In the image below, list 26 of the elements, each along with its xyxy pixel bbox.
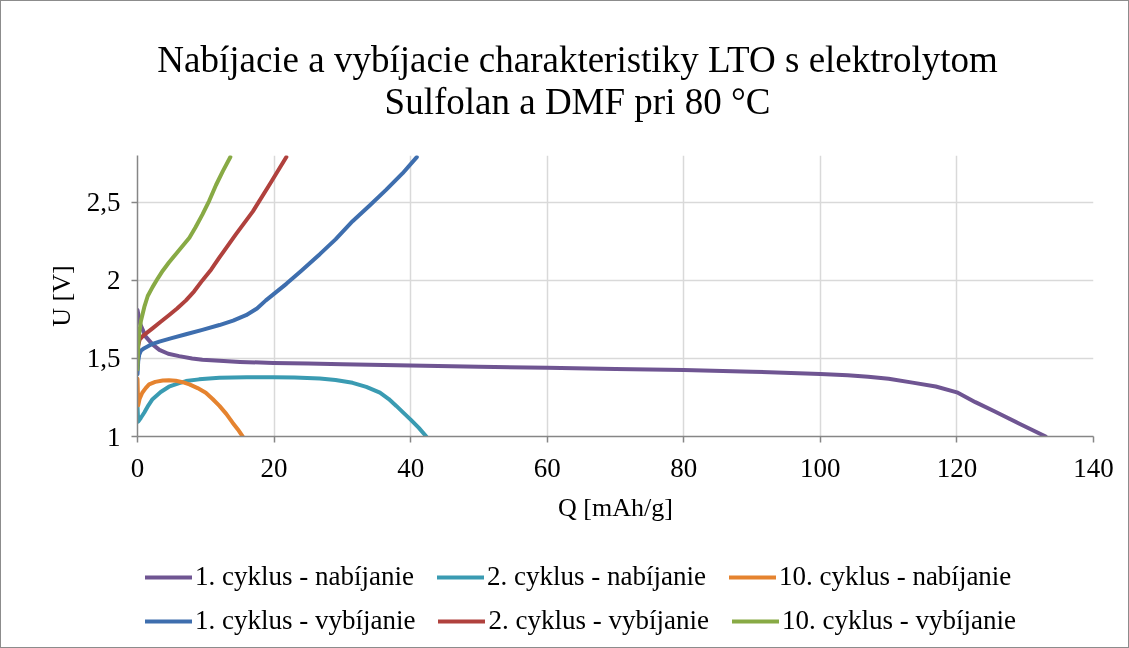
y-tick-label: 1 [107,421,121,452]
chart-title: Nabíjacie a vybíjacie charakteristiky LTO s elektrolytom Sulfolan a DMF pri 80 °C [157,38,998,122]
legend-label: 1. cyklus - nabíjanie [195,561,414,592]
line-series [137,155,233,372]
x-tick-label: 140 [1073,452,1114,483]
legend-label: 2. cyklus - nabíjanie [486,561,706,592]
line-series [137,155,419,377]
x-tick-label: 40 [397,452,425,483]
legend-label: 10. cyklus - nabíjanie [778,561,1012,592]
x-tick-label: 60 [533,452,561,483]
x-tick-label: 80 [670,452,698,483]
y-axis-title: U [V] [46,265,76,327]
x-tick-label: 120 [936,452,978,483]
line-series [137,376,245,437]
line-series [137,375,429,437]
y-tick-label: 2,5 [86,187,121,218]
line-series [137,308,1048,437]
y-tick-label: 1,5 [86,343,121,374]
x-tick-label: 20 [260,452,288,483]
x-tick-label: 0 [130,452,145,483]
y-tick-label: 2 [107,265,121,296]
legend-label: 10. cyklus - vybíjanie [781,605,1016,636]
legend-label: 1. cyklus - vybíjanie [195,605,416,636]
x-tick-label: 100 [800,452,841,483]
x-axis-title: Q [mAh/g] [558,492,673,522]
legend-label: 2. cyklus - vybíjanie [488,605,709,636]
